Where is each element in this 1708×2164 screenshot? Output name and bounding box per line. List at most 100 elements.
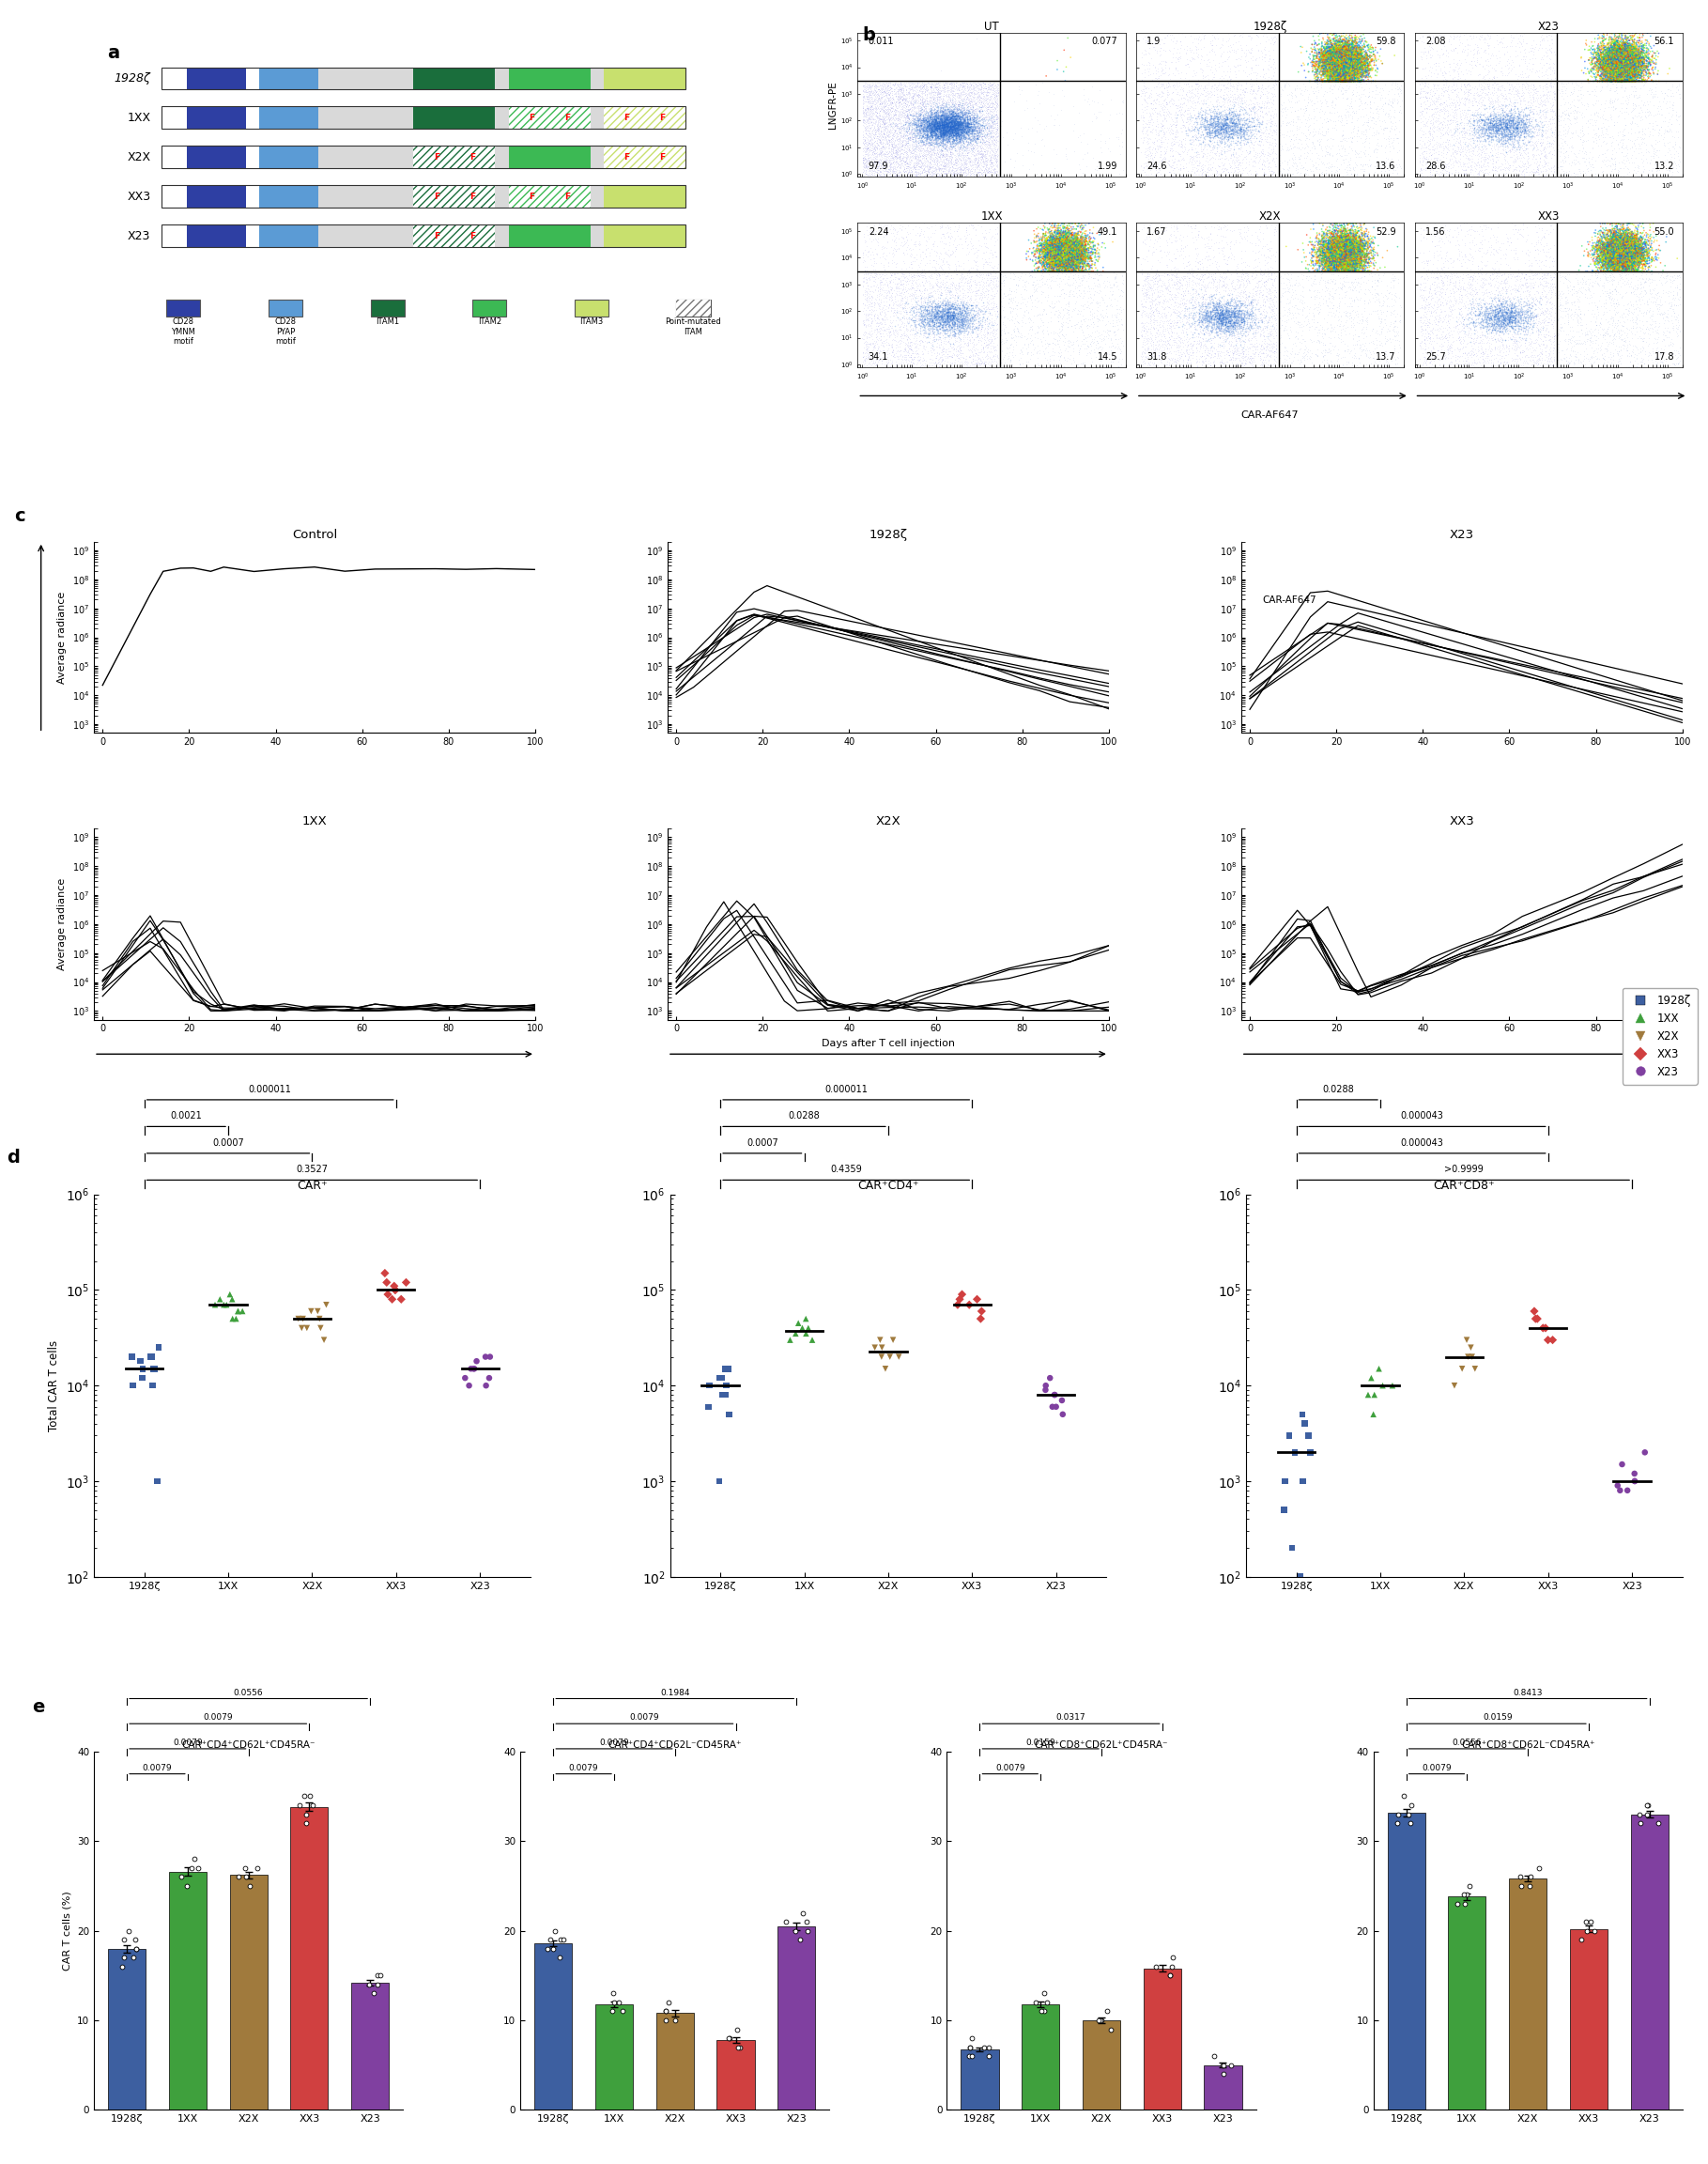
Point <box>1310 227 1337 262</box>
Point <box>1438 266 1465 301</box>
Point <box>1551 305 1578 340</box>
Point <box>1382 333 1409 368</box>
Point <box>1042 240 1069 275</box>
Point <box>888 84 915 119</box>
Point <box>1331 234 1358 268</box>
Point <box>1612 240 1640 275</box>
Point <box>1322 56 1349 91</box>
Point <box>943 121 970 156</box>
Point <box>1607 238 1635 273</box>
Point <box>939 80 967 115</box>
Point <box>1336 54 1363 89</box>
Point <box>1457 260 1484 294</box>
Point <box>914 104 941 138</box>
Point <box>963 277 991 312</box>
Point <box>1199 290 1226 325</box>
Point <box>950 84 977 119</box>
Point <box>1520 119 1547 154</box>
Point <box>1332 249 1360 283</box>
Point <box>1617 61 1645 95</box>
Point <box>1339 41 1366 76</box>
Point <box>1342 147 1370 182</box>
Point <box>1208 110 1235 145</box>
Point <box>1045 283 1073 318</box>
Point <box>1611 229 1638 264</box>
Point <box>1324 236 1351 270</box>
Point <box>1054 210 1081 245</box>
Point <box>1465 110 1493 145</box>
Point <box>1559 74 1587 108</box>
Point <box>1319 253 1346 288</box>
Point <box>1322 234 1349 268</box>
Point <box>1493 266 1520 301</box>
Point <box>927 307 955 342</box>
Point <box>885 132 912 167</box>
Point <box>1616 223 1643 258</box>
Point <box>1312 50 1339 84</box>
Point <box>1327 50 1354 84</box>
Point <box>915 84 943 119</box>
Point <box>1235 121 1262 156</box>
Point <box>1619 229 1647 264</box>
Point <box>1628 225 1655 260</box>
Point <box>1612 43 1640 78</box>
Point <box>1483 138 1510 173</box>
Point <box>1602 52 1629 87</box>
Point <box>980 348 1008 383</box>
Point <box>1459 288 1486 322</box>
Point <box>1599 314 1626 348</box>
Point <box>1588 43 1616 78</box>
Point <box>1218 30 1245 65</box>
Point <box>1223 115 1250 149</box>
Point <box>977 342 1004 377</box>
Point <box>917 279 945 314</box>
Point <box>907 108 934 143</box>
Point <box>955 93 982 128</box>
Point <box>1609 28 1636 63</box>
Point <box>1506 309 1534 344</box>
Point <box>974 255 1001 290</box>
Point <box>1600 219 1628 253</box>
Point <box>1595 89 1623 123</box>
Point <box>1047 242 1074 277</box>
Point <box>936 138 963 173</box>
Point <box>1329 229 1356 264</box>
Point <box>1551 260 1578 294</box>
Point <box>965 309 992 344</box>
Point <box>1062 216 1090 251</box>
Point <box>1617 253 1645 288</box>
Point <box>1059 221 1086 255</box>
Point <box>963 123 991 158</box>
Point <box>945 104 972 138</box>
Point <box>1322 52 1349 87</box>
Point <box>1660 296 1688 331</box>
Point <box>1278 80 1305 115</box>
Point <box>1529 262 1556 296</box>
Point <box>1342 236 1370 270</box>
Point <box>1342 39 1370 74</box>
Point <box>1510 104 1537 138</box>
Point <box>1477 84 1505 119</box>
Point <box>1167 24 1194 58</box>
Point <box>1322 37 1349 71</box>
Point <box>1588 58 1616 93</box>
Point <box>1553 95 1580 130</box>
Point <box>1450 110 1477 145</box>
Point <box>1158 322 1185 357</box>
Point <box>1606 242 1633 277</box>
Point <box>1607 52 1635 87</box>
Point <box>1631 45 1658 80</box>
Point <box>1594 52 1621 87</box>
Point <box>1192 329 1220 364</box>
Point <box>1310 48 1337 82</box>
Point <box>1484 320 1512 355</box>
Point <box>1597 100 1624 134</box>
Point <box>1597 236 1624 270</box>
Point <box>1612 58 1640 93</box>
Point <box>1085 262 1112 296</box>
Point <box>1443 210 1471 245</box>
Point <box>859 327 886 361</box>
Point <box>1226 307 1254 342</box>
Point <box>1609 56 1636 91</box>
Point <box>1339 245 1366 279</box>
